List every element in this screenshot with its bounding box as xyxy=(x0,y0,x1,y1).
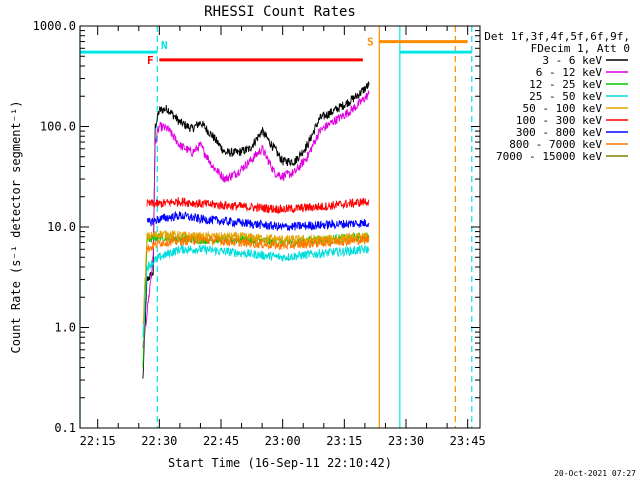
series-line-25-50-kev xyxy=(142,243,370,338)
y-tick-label-2: 10.0 xyxy=(47,220,76,234)
x-tick-label-3: 23:00 xyxy=(265,434,301,448)
y-axis-label: Count Rate (s⁻¹ detector segment⁻¹) xyxy=(9,101,23,354)
series-line-100-300-kev xyxy=(146,197,370,215)
legend-label-100-300-kev: 100 - 300 keV xyxy=(516,114,602,127)
flag-label-f: F xyxy=(147,54,154,67)
x-tick-label-6: 23:45 xyxy=(450,434,486,448)
flag-label-s: S xyxy=(367,36,374,49)
y-tick-label-3: 100.0 xyxy=(40,120,76,134)
legend-label-12-25-kev: 12 - 25 keV xyxy=(529,78,602,91)
flag-label-n: N xyxy=(161,39,168,52)
series-line-3-6-kev xyxy=(142,81,370,379)
x-tick-label-1: 22:30 xyxy=(141,434,177,448)
legend: Det 1f,3f,4f,5f,6f,9f, FDecim 1, Att 0 3… xyxy=(484,30,630,163)
x-tick-label-2: 22:45 xyxy=(203,434,239,448)
series-line-300-800-kev xyxy=(146,210,370,232)
x-axis-label: Start Time (16-Sep-11 22:10:42) xyxy=(168,456,392,470)
y-tick-label-0: 0.1 xyxy=(54,421,76,435)
legend-label-800-7000-kev: 800 - 7000 keV xyxy=(509,138,602,151)
x-tick-label-5: 23:30 xyxy=(388,434,424,448)
series-line-6-12-kev xyxy=(142,89,370,349)
legend-label-25-50-kev: 25 - 50 keV xyxy=(529,90,602,103)
legend-label-3-6-kev: 3 - 6 keV xyxy=(542,54,602,67)
legend-header-line-2: FDecim 1, Att 0 xyxy=(531,42,630,55)
x-tick-label-0: 22:15 xyxy=(80,434,116,448)
x-tick-label-4: 23:15 xyxy=(326,434,362,448)
legend-label-6-12-kev: 6 - 12 keV xyxy=(536,66,603,79)
y-tick-label-1: 1.0 xyxy=(54,321,76,335)
chart-title: RHESSI Count Rates xyxy=(204,4,356,20)
axes: 0.1 1.0 10.0 100.0 1000.0 22:15 22:30 22:45 23:0… xyxy=(33,19,486,448)
series-line-800-7000-kev xyxy=(146,234,370,254)
legend-label-300-800-kev: 300 - 800 keV xyxy=(516,126,602,139)
plot-timestamp: 20-Oct-2021 07:27 xyxy=(554,469,636,478)
plot-area: NF S xyxy=(79,26,473,428)
legend-header-line-1: Det 1f,3f,4f,5f,6f,9f, xyxy=(484,30,630,43)
legend-label-7000-15000-kev: 7000 - 15000 keV xyxy=(496,150,602,163)
y-tick-label-4: 1000.0 xyxy=(33,19,76,33)
legend-label-50-100-kev: 50 - 100 keV xyxy=(523,102,603,115)
